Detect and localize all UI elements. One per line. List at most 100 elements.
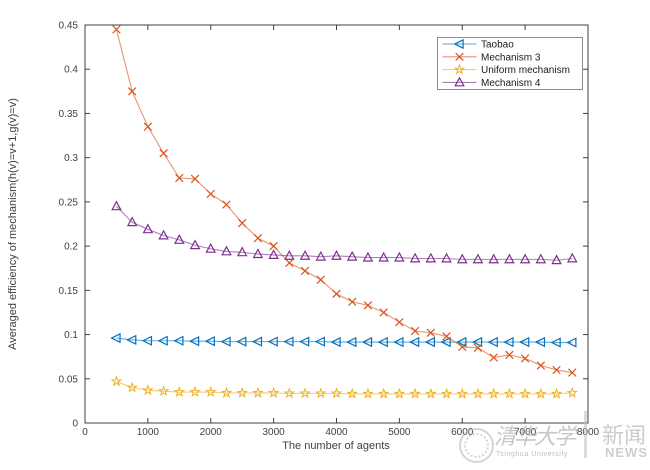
y-tick-label: 0.05	[59, 374, 79, 385]
x-marker-icon	[332, 289, 341, 299]
y-tick-label: 0.35	[59, 109, 79, 120]
triangle-up-marker-icon	[174, 234, 185, 244]
star-marker-icon	[456, 387, 469, 399]
triangle-up-marker-icon	[454, 76, 465, 87]
x-marker-icon	[127, 87, 137, 96]
x-tick-label: 6000	[451, 427, 474, 438]
triangle-left-marker-icon	[550, 337, 561, 348]
triangle-left-marker-icon	[236, 336, 247, 347]
triangle-up-marker-icon	[566, 252, 578, 263]
triangle-up-marker-icon	[362, 251, 374, 262]
data-series	[110, 25, 579, 399]
triangle-up-marker-icon	[425, 252, 437, 263]
x-marker-icon	[426, 328, 436, 338]
star-marker-icon	[173, 385, 186, 397]
star-marker-icon	[157, 385, 170, 397]
legend-label: Uniform mechanism	[481, 65, 570, 76]
star-marker-icon	[503, 387, 516, 399]
star-marker-icon	[126, 381, 138, 393]
triangle-left-marker-icon	[393, 336, 404, 348]
series-mechanism-3	[112, 25, 577, 377]
triangle-up-marker-icon	[111, 200, 122, 211]
triangle-up-marker-icon	[158, 229, 169, 240]
star-marker-icon	[377, 387, 390, 399]
star-marker-icon	[330, 387, 343, 399]
x-marker-icon	[222, 200, 231, 209]
x-marker-icon	[300, 266, 310, 276]
x-tick-label: 7000	[514, 427, 537, 438]
x-marker-icon	[505, 350, 514, 360]
series-mechanism-4	[111, 200, 578, 265]
triangle-up-marker-icon	[346, 250, 358, 261]
triangle-left-marker-icon	[408, 336, 420, 348]
star-marker-icon	[362, 387, 374, 399]
triangle-up-marker-icon	[221, 245, 232, 256]
triangle-left-marker-icon	[157, 335, 168, 346]
x-axis-label: The number of agents	[282, 440, 390, 452]
y-tick-label: 0.1	[64, 330, 78, 341]
x-marker-icon	[363, 301, 373, 310]
triangle-up-marker-icon	[236, 246, 248, 257]
y-tick-label: 0.25	[59, 197, 79, 208]
x-marker-icon	[237, 218, 247, 228]
x-marker-icon	[269, 241, 278, 251]
star-marker-icon	[299, 387, 311, 399]
x-tick-label: 2000	[200, 427, 223, 438]
legend-label: Mechanism 3	[481, 52, 541, 63]
star-marker-icon	[566, 386, 579, 398]
triangle-left-marker-icon	[298, 336, 310, 347]
x-marker-icon	[379, 308, 388, 317]
x-marker-icon	[206, 189, 215, 199]
triangle-left-marker-icon	[487, 336, 498, 348]
triangle-up-marker-icon	[252, 248, 264, 259]
star-marker-icon	[409, 387, 421, 399]
star-marker-icon	[252, 386, 264, 398]
star-marker-icon	[425, 387, 437, 399]
triangle-left-marker-icon	[220, 336, 231, 347]
y-tick-label: 0	[72, 419, 78, 430]
legend-item-mechanism-4: Mechanism 4	[442, 76, 541, 89]
x-marker-icon	[253, 233, 263, 243]
x-marker-icon	[112, 25, 121, 34]
x-marker-icon	[175, 173, 184, 183]
triangle-left-marker-icon	[518, 336, 530, 348]
x-marker-icon	[473, 343, 483, 353]
x-marker-icon	[536, 361, 546, 370]
triangle-left-marker-icon	[173, 335, 184, 346]
triangle-up-marker-icon	[551, 254, 562, 265]
triangle-up-marker-icon	[456, 253, 468, 264]
star-marker-icon	[535, 387, 547, 399]
triangle-up-marker-icon	[409, 252, 421, 263]
triangle-up-marker-icon	[126, 216, 138, 227]
x-marker-icon	[489, 353, 498, 362]
star-marker-icon	[453, 63, 466, 75]
triangle-up-marker-icon	[142, 223, 154, 234]
x-marker-icon	[395, 317, 404, 327]
legend-item-taobao: Taobao	[442, 38, 514, 51]
legend-item-uniform-mechanism: Uniform mechanism	[442, 63, 570, 76]
triangle-left-marker-icon	[534, 336, 546, 348]
triangle-left-marker-icon	[346, 336, 357, 348]
y-tick-label: 0.3	[64, 153, 78, 164]
x-tick-label: 3000	[263, 427, 286, 438]
series-line	[116, 337, 573, 344]
star-marker-icon	[220, 386, 233, 398]
triangle-up-marker-icon	[472, 253, 484, 264]
x-tick-label: 4000	[325, 427, 348, 438]
star-marker-icon	[487, 387, 500, 399]
x-tick-label: 1000	[137, 427, 160, 438]
x-marker-icon	[410, 326, 420, 336]
x-marker-icon	[159, 149, 168, 158]
triangle-up-marker-icon	[488, 253, 499, 264]
star-marker-icon	[314, 387, 327, 399]
triangle-left-marker-icon	[204, 336, 215, 347]
star-marker-icon	[346, 387, 359, 399]
star-marker-icon	[472, 387, 484, 399]
series-line	[115, 29, 573, 374]
series-uniform-mechanism	[110, 375, 579, 399]
x-marker-icon	[316, 275, 326, 284]
y-tick-label: 0.4	[64, 65, 78, 76]
triangle-up-marker-icon	[535, 253, 547, 264]
star-marker-icon	[440, 387, 453, 399]
